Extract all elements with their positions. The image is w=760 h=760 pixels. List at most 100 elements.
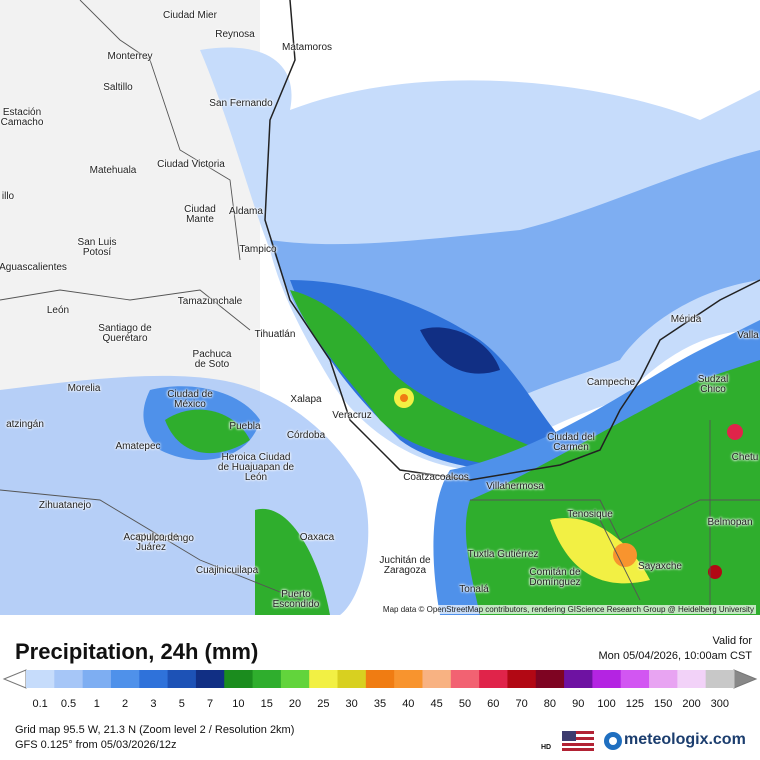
color-swatch [139,670,169,688]
precip-area [465,360,760,615]
precip-area [290,290,540,470]
hd-label: HD [541,744,552,751]
legend-label: 125 [625,698,645,710]
city-label: Córdoba [286,430,326,441]
legend-label: 90 [572,698,585,710]
borders [0,0,760,615]
color-swatch [195,670,225,688]
city-label: atzingán [6,419,44,430]
color-swatch [479,670,508,688]
city-label: Santiago de Querétaro [98,323,152,344]
city-label: Sudzal Chico [697,374,729,395]
color-swatch [365,670,395,688]
city-label: Tenosique [567,509,613,520]
city-label: Tamazunchale [177,296,243,307]
city-label: Amatepec [115,441,161,452]
legend-label: 2 [122,698,129,710]
color-swatch [394,670,423,688]
map: Ciudad Mier Reynosa Matamoros Monterrey Salt… [0,0,760,615]
color-swatch [337,670,367,688]
bar-arrow [2,669,27,689]
city-label: Belmopan [707,517,753,528]
city-label: Matehuala [89,165,137,176]
precip-area [727,424,743,440]
city-label: León [46,305,70,316]
color-swatch [252,670,282,688]
legend-label: 40 [402,698,415,710]
legend-label: 45 [430,698,443,710]
city-label: Veracruz [332,410,372,421]
color-swatch [110,670,140,688]
city-label: Puebla [229,421,261,432]
city-label: Ciudad del Carmen [547,432,595,453]
legend-label: 7 [207,698,214,710]
grid-info: Grid map 95.5 W, 21.3 N (Zoom level 2 / … [15,724,295,736]
flag-icon [562,731,594,751]
city-label: Juchitán de Zaragoza [379,555,431,576]
brand: meteologix.com [624,731,746,748]
color-swatch [54,670,84,688]
color-swatch [450,670,480,688]
legend-label: 300 [710,698,730,710]
legend-label: 35 [373,698,387,710]
precip-area [613,543,637,567]
color-swatch [82,670,112,688]
legend-label: 3 [150,698,157,710]
city-label: Coatzacoalcos [403,472,469,483]
city-label: Tuxtla Gutiérrez [467,549,539,560]
legend-label: 10 [232,698,245,710]
color-swatch [592,670,622,688]
logo-icon [604,732,622,750]
city-label: Heroica Ciudad de Huajuapan de León [217,452,295,483]
city-label: Zihuatanejo [38,500,92,511]
city-label: San Fernando [209,98,273,109]
city-label: Campeche [586,377,636,388]
city-label: Comitán de Domínguez [529,567,581,588]
legend-label: 60 [487,698,500,710]
legend-title: Precipitation, 24h (mm) [15,639,259,664]
color-swatch [564,670,593,688]
legend-label: 50 [458,698,472,710]
legend-label: 20 [288,698,302,710]
color-swatch [26,670,55,688]
legend-label: 200 [682,698,701,710]
legend-label: 100 [597,698,616,710]
legend-label: 1 [93,698,100,710]
precip-area [165,409,250,454]
city-label: Aldama [229,206,263,217]
precip-area [290,280,580,480]
legend-label: 0.5 [60,698,77,710]
color-swatch [620,670,650,688]
city-label: Pachuca de Soto [192,349,232,370]
city-label: Tampico [239,244,277,255]
city-label: Estación Camacho [0,107,44,128]
color-swatch [705,670,735,688]
city-label: San Luis Potosí [77,237,117,258]
city-label: Oaxaca [299,532,335,543]
city-label: Acapulco de Juárez [123,532,179,553]
city-label: Aguascalientes [0,262,67,273]
legend-label: 80 [543,698,557,710]
precip-area [550,518,650,584]
precip-area [400,394,408,402]
city-label: Saltillo [103,82,133,93]
city-label: illo [1,191,15,202]
legend-label: 70 [515,698,528,710]
attribution: Map data © OpenStreetMap contributors, r… [380,605,756,614]
precip-area [420,327,500,374]
legend-label: 25 [317,698,330,710]
city-label: Tihuatlán [254,329,296,340]
legend-label: 5 [178,698,185,710]
legend-label: 30 [345,698,358,710]
city-label: Cuajinicuilapa [195,565,259,576]
color-swatch [507,670,537,688]
color-bar [2,669,758,689]
precip-area [255,508,330,615]
city-label: Chilpancingo [136,533,194,544]
city-label: Puerto Escondido [272,589,320,610]
valid-label: Valid for [712,635,752,647]
city-label: Villahermosa [486,481,544,492]
city-label: Morelia [67,383,101,394]
color-swatch [649,670,678,688]
